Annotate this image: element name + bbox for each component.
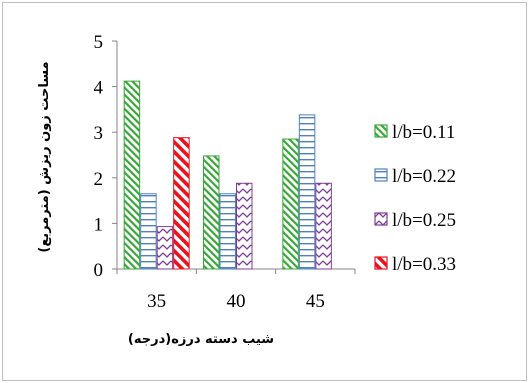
bars xyxy=(123,80,332,270)
y-tick-label: 2 xyxy=(94,169,104,190)
legend-swatch xyxy=(374,212,388,226)
y-tick-label: 4 xyxy=(94,78,104,99)
y-tick-label: 0 xyxy=(94,260,104,281)
legend-swatch xyxy=(374,256,388,270)
bar xyxy=(282,138,299,270)
legend-label: l/b=0.11 xyxy=(392,122,455,143)
bar xyxy=(236,182,253,270)
y-axis-title: مساحت زون ریزش (مترمربع) xyxy=(37,61,52,252)
legend-label: l/b=0.33 xyxy=(392,254,456,275)
bar xyxy=(298,114,316,270)
legend: l/b=0.11 l/b=0.22 l/b=0.25 l/b=0.33 xyxy=(374,122,456,275)
legend-label: l/b=0.25 xyxy=(392,210,456,231)
bar xyxy=(173,137,190,270)
x-axis-title: شیب دسته درزه(درجه) xyxy=(128,332,274,347)
legend-label: l/b=0.22 xyxy=(392,166,456,187)
y-tick-label: 1 xyxy=(94,214,104,235)
legend-swatch xyxy=(374,168,388,182)
x-tick-label: 40 xyxy=(227,291,246,312)
x-ticks: 35 40 45 xyxy=(116,269,356,312)
y-ticks: 0 1 2 3 4 5 xyxy=(94,32,117,281)
bar xyxy=(315,182,332,270)
x-tick-label: 45 xyxy=(306,291,325,312)
y-tick-label: 3 xyxy=(94,123,104,144)
bar xyxy=(140,193,157,270)
bar xyxy=(203,155,220,270)
bar xyxy=(123,80,141,270)
bar xyxy=(219,193,236,270)
x-tick-label: 35 xyxy=(147,291,166,312)
bar xyxy=(156,226,174,270)
y-tick-label: 5 xyxy=(94,32,104,53)
legend-swatch xyxy=(374,124,388,138)
